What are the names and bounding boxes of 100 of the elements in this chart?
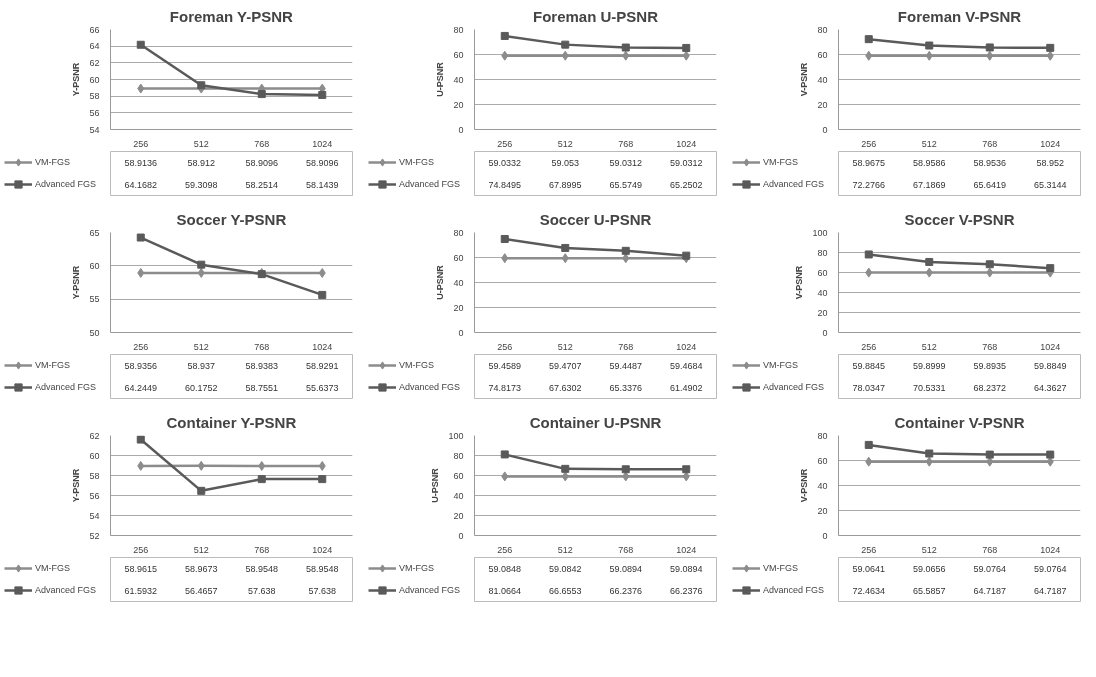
y-tick-label: 80 xyxy=(453,227,464,238)
data-label: 59.0764 xyxy=(1033,563,1067,574)
data-label: 59.0842 xyxy=(548,563,582,574)
data-label: 59.8849 xyxy=(1033,360,1067,371)
chart-title: Container U-PSNR xyxy=(529,413,662,431)
y-tick-label: 50 xyxy=(89,327,100,338)
data-label: 58.9675 xyxy=(852,157,886,168)
y-axis-title: V-PSNR xyxy=(799,62,810,97)
legend-label: VM-FGS xyxy=(763,562,798,575)
y-tick-label: 0 xyxy=(458,530,464,541)
y-tick-label: 60 xyxy=(453,252,464,263)
data-label: 65.2502 xyxy=(669,179,703,190)
x-tick-label: 768 xyxy=(982,544,998,555)
chart-title: Foreman Y-PSNR xyxy=(169,7,294,25)
data-label: 58.9586 xyxy=(912,157,946,168)
y-tick-label: 56 xyxy=(89,107,100,118)
y-tick-label: 62 xyxy=(89,430,100,441)
y-tick-label: 60 xyxy=(817,455,828,466)
y-tick-label: 40 xyxy=(453,490,464,501)
y-axis-title: U-PSNR xyxy=(430,467,441,503)
data-label: 59.0848 xyxy=(488,563,522,574)
data-label: 64.7187 xyxy=(1033,585,1067,596)
data-label: 68.2372 xyxy=(973,382,1007,393)
y-axis-title: V-PSNR xyxy=(799,468,810,503)
data-label: 72.4634 xyxy=(852,585,886,596)
data-label: 57.638 xyxy=(247,585,276,596)
x-tick-label: 1024 xyxy=(676,544,697,555)
data-label: 59.0764 xyxy=(973,563,1007,574)
legend-label: VM-FGS xyxy=(763,156,798,169)
data-label: 59.0312 xyxy=(609,157,643,168)
x-tick-label: 256 xyxy=(133,341,149,352)
chart-title: Foreman V-PSNR xyxy=(897,7,1022,25)
data-label: 78.0347 xyxy=(852,382,886,393)
y-tick-label: 80 xyxy=(453,450,464,461)
data-label: 58.1439 xyxy=(305,179,339,190)
x-tick-label: 768 xyxy=(254,341,270,352)
x-tick-label: 256 xyxy=(133,544,149,555)
data-label: 64.1682 xyxy=(124,179,158,190)
y-tick-label: 58 xyxy=(89,470,100,481)
legend-label: VM-FGS xyxy=(763,359,798,372)
chart-title: Soccer Y-PSNR xyxy=(176,210,287,228)
data-label: 58.9291 xyxy=(305,360,339,371)
x-tick-label: 1024 xyxy=(1040,341,1061,352)
data-label: 59.4684 xyxy=(669,360,703,371)
legend-label: VM-FGS xyxy=(35,359,70,372)
data-label: 65.6419 xyxy=(973,179,1007,190)
y-tick-label: 20 xyxy=(453,302,464,313)
data-label: 59.0641 xyxy=(852,563,886,574)
data-label: 61.4902 xyxy=(669,382,703,393)
chart-title: Soccer U-PSNR xyxy=(539,210,652,228)
data-label: 65.3376 xyxy=(609,382,643,393)
x-tick-label: 256 xyxy=(497,544,513,555)
y-tick-label: 20 xyxy=(817,505,828,516)
data-label: 70.5331 xyxy=(912,382,946,393)
data-label: 58.2514 xyxy=(245,179,279,190)
y-axis-title: U-PSNR xyxy=(435,264,446,300)
x-tick-label: 256 xyxy=(497,341,513,352)
y-tick-label: 60 xyxy=(89,74,100,85)
chart-title: Foreman U-PSNR xyxy=(532,7,659,25)
data-label: 59.8999 xyxy=(912,360,946,371)
data-label: 55.6373 xyxy=(305,382,339,393)
data-label: 59.0894 xyxy=(669,563,703,574)
x-tick-label: 512 xyxy=(921,138,937,149)
y-tick-label: 40 xyxy=(817,480,828,491)
legend-label: Advanced FGS xyxy=(763,178,825,191)
data-label: 58.952 xyxy=(1036,157,1065,168)
data-label: 72.2766 xyxy=(852,179,886,190)
data-label: 64.2449 xyxy=(124,382,158,393)
y-tick-label: 0 xyxy=(822,530,828,541)
x-tick-label: 512 xyxy=(193,138,209,149)
data-label: 67.8995 xyxy=(548,179,582,190)
data-label: 59.4707 xyxy=(548,360,582,371)
y-tick-label: 65 xyxy=(89,227,100,238)
y-tick-label: 80 xyxy=(817,24,828,35)
y-tick-label: 54 xyxy=(89,124,100,135)
x-tick-label: 1024 xyxy=(1040,544,1061,555)
y-tick-label: 0 xyxy=(458,124,464,135)
legend-label: Advanced FGS xyxy=(35,381,97,394)
data-label: 67.1869 xyxy=(912,179,946,190)
y-tick-label: 56 xyxy=(89,490,100,501)
data-label: 58.937 xyxy=(187,360,216,371)
data-label: 67.6302 xyxy=(548,382,582,393)
data-label: 74.8495 xyxy=(488,179,522,190)
data-label: 58.7551 xyxy=(245,382,279,393)
data-label: 58.9536 xyxy=(973,157,1007,168)
data-label: 59.0656 xyxy=(912,563,946,574)
data-label: 59.4589 xyxy=(488,360,522,371)
data-label: 58.9096 xyxy=(305,157,339,168)
x-tick-label: 1024 xyxy=(676,138,697,149)
y-axis-title: Y-PSNR xyxy=(71,468,82,503)
data-label: 58.912 xyxy=(187,157,216,168)
x-tick-label: 1024 xyxy=(312,138,333,149)
data-label: 65.3144 xyxy=(1033,179,1067,190)
data-label: 74.8173 xyxy=(488,382,522,393)
data-label: 66.2376 xyxy=(669,585,703,596)
y-tick-label: 80 xyxy=(817,247,828,258)
y-tick-label: 0 xyxy=(822,124,828,135)
y-tick-label: 60 xyxy=(453,49,464,60)
data-label: 59.4487 xyxy=(609,360,643,371)
x-tick-label: 768 xyxy=(982,341,998,352)
